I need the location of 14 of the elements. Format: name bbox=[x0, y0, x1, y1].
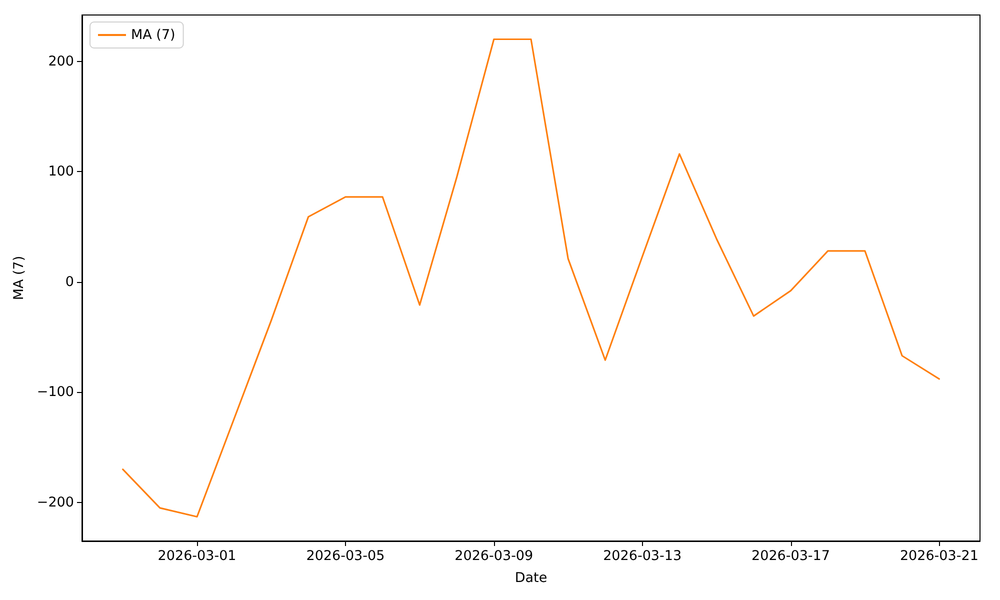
y-tick-label: 0 bbox=[65, 274, 74, 290]
y-axis-title: MA (7) bbox=[11, 256, 28, 300]
legend-label: MA (7) bbox=[131, 27, 176, 43]
y-tick-label: 200 bbox=[48, 53, 74, 70]
x-tick-label: 2026-03-13 bbox=[603, 548, 682, 564]
x-tick-label: 2026-03-09 bbox=[454, 548, 534, 564]
x-axis-title: Date bbox=[514, 570, 548, 586]
x-tick-label: 2026-03-17 bbox=[752, 548, 830, 564]
y-tick-label: −100 bbox=[36, 384, 74, 400]
y-tick-label: 100 bbox=[48, 164, 74, 180]
x-tick-label: 2026-03-01 bbox=[158, 548, 236, 564]
x-tick-label: 2026-03-21 bbox=[900, 548, 978, 564]
x-tick-label: 2026-03-05 bbox=[306, 548, 385, 564]
y-tick-label: −200 bbox=[36, 494, 74, 510]
